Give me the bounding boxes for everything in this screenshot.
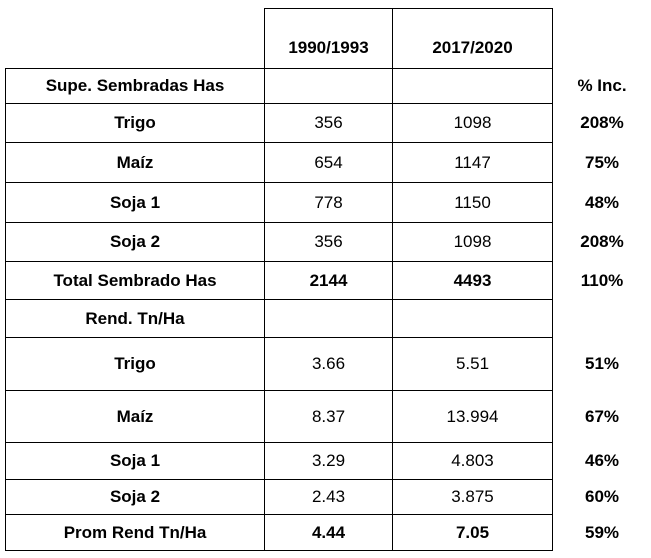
row-label: Prom Rend Tn/Ha [5,514,265,551]
percent-cell: 75% [584,152,620,172]
value-cell: 1150 [392,182,553,223]
value-cell [392,68,553,104]
row-label: Rend. Tn/Ha [5,299,265,338]
value-cell: 654 [264,142,393,183]
percent-cell: 46% [584,451,620,470]
percent-cell: 48% [584,192,620,212]
value-cell: 356 [264,103,393,143]
row-label: Soja 1 [5,182,265,223]
row-label: Trigo [5,103,265,143]
percent-cell: 67% [584,406,620,426]
value-cell: 1098 [392,222,553,262]
value-cell: 4.44 [264,514,393,551]
percent-cell: 208% [580,113,624,132]
percent-cell: 60% [584,487,620,506]
row-label: Maíz [5,390,265,443]
value-cell: 7.05 [392,514,553,551]
row-label: Soja 1 [5,442,265,480]
column-header: 1990/1993 [264,8,393,69]
value-cell: 4493 [392,261,553,300]
value-cell [264,299,393,338]
row-label: Soja 2 [5,222,265,262]
percent-cell: 110% [580,270,624,290]
value-cell [392,299,553,338]
value-cell: 1098 [392,103,553,143]
value-cell: 778 [264,182,393,223]
value-cell: 3.29 [264,442,393,480]
percent-cell: 59% [584,522,620,542]
row-label: Soja 2 [5,479,265,515]
value-cell: 4.803 [392,442,553,480]
row-label: Trigo [5,337,265,391]
value-cell: 2144 [264,261,393,300]
value-cell [264,68,393,104]
value-cell: 8.37 [264,390,393,443]
value-cell: 3.875 [392,479,553,515]
value-cell: 13.994 [392,390,553,443]
percent-cell: 51% [584,354,620,373]
value-cell: 3.66 [264,337,393,391]
row-label: Maíz [5,142,265,183]
column-header: 2017/2020 [392,8,553,69]
percent-cell: % Inc. [577,76,627,95]
row-label: Supe. Sembradas Has [5,68,265,104]
value-cell: 5.51 [392,337,553,391]
value-cell: 356 [264,222,393,262]
row-label: Total Sembrado Has [5,261,265,300]
value-cell: 1147 [392,142,553,183]
percent-cell: 208% [580,232,624,251]
value-cell: 2.43 [264,479,393,515]
